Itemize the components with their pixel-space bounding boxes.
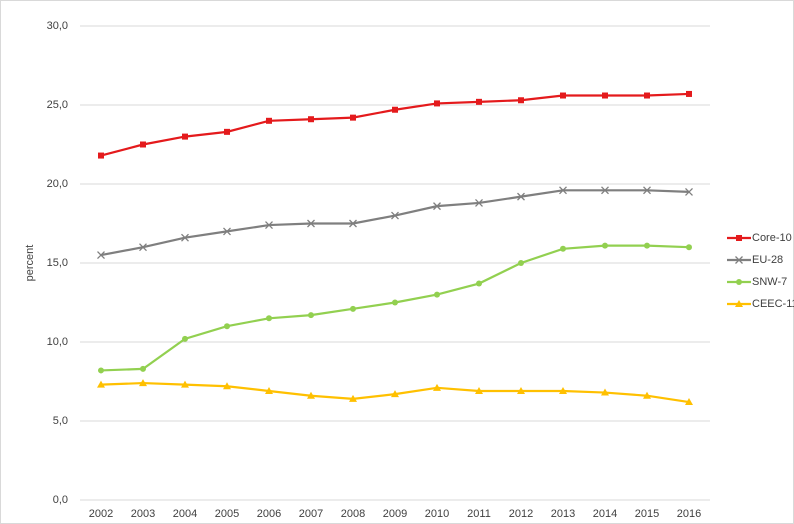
legend-marker <box>736 235 742 241</box>
x-tick-label: 2016 <box>677 508 701 520</box>
data-point <box>307 219 315 228</box>
data-point <box>644 92 650 99</box>
data-point <box>223 382 231 390</box>
x-tick-label: 2010 <box>425 508 449 520</box>
data-point <box>265 386 273 394</box>
data-point <box>391 211 399 220</box>
data-point <box>224 128 230 135</box>
data-point <box>97 380 105 388</box>
legend-label: EU-28 <box>752 254 783 266</box>
data-point <box>602 92 608 99</box>
data-point <box>182 133 188 140</box>
data-point <box>560 245 566 252</box>
data-point <box>307 391 315 399</box>
x-tick-label: 2014 <box>593 508 617 520</box>
legend-label: CEEC-11 <box>752 298 794 310</box>
data-point <box>308 116 314 123</box>
y-tick-label: 20,0 <box>47 178 68 190</box>
data-point <box>602 242 608 249</box>
data-point <box>350 305 356 312</box>
data-point <box>349 219 357 228</box>
data-point <box>223 227 231 236</box>
x-tick-label: 2011 <box>467 508 491 520</box>
data-point <box>518 97 524 104</box>
data-point <box>349 394 357 402</box>
data-point <box>392 299 398 306</box>
x-tick-label: 2008 <box>341 508 365 520</box>
data-point <box>433 383 441 391</box>
data-point <box>266 315 272 322</box>
data-point <box>476 280 482 287</box>
data-point <box>182 335 188 342</box>
y-axis-label: percent <box>24 245 36 282</box>
data-point <box>475 386 483 394</box>
data-point <box>517 386 525 394</box>
y-tick-label: 30,0 <box>47 20 68 32</box>
data-point <box>518 260 524 266</box>
x-tick-label: 2013 <box>551 508 575 520</box>
legend-marker <box>735 300 743 307</box>
data-point <box>686 90 692 97</box>
data-point <box>643 186 651 195</box>
data-point <box>139 243 147 252</box>
data-point <box>685 398 693 406</box>
legend-marker <box>735 256 743 264</box>
data-point <box>476 98 482 105</box>
data-point <box>140 141 146 148</box>
legend-marker <box>736 279 742 285</box>
y-tick-label: 10,0 <box>47 336 68 348</box>
y-tick-label: 25,0 <box>47 99 68 111</box>
data-point <box>643 391 651 399</box>
y-tick-label: 5,0 <box>53 415 68 427</box>
data-point <box>559 386 567 394</box>
data-point <box>475 199 483 207</box>
data-point <box>97 251 105 260</box>
data-point <box>559 186 567 195</box>
data-point <box>686 244 692 251</box>
data-point <box>181 233 189 242</box>
data-point <box>181 380 189 388</box>
y-tick-label: 15,0 <box>47 257 68 269</box>
x-tick-label: 2004 <box>173 508 197 520</box>
data-point <box>644 242 650 249</box>
x-tick-label: 2006 <box>257 508 281 520</box>
data-point <box>98 367 104 374</box>
data-point <box>685 187 693 196</box>
data-point <box>140 365 146 372</box>
data-point <box>350 114 356 121</box>
x-tick-label: 2005 <box>215 508 239 520</box>
data-point <box>601 186 609 195</box>
x-tick-label: 2015 <box>635 508 659 520</box>
legend-label: SNW-7 <box>752 276 787 288</box>
data-point <box>560 92 566 99</box>
data-point <box>224 323 230 330</box>
data-point <box>434 100 440 107</box>
y-tick-label: 0,0 <box>53 494 68 506</box>
data-point <box>265 221 273 230</box>
data-point <box>139 379 147 387</box>
data-point <box>601 388 609 396</box>
data-point <box>517 192 525 201</box>
data-point <box>434 291 440 298</box>
x-tick-label: 2007 <box>299 508 323 520</box>
x-tick-label: 2003 <box>131 508 155 520</box>
data-point <box>266 117 272 124</box>
x-tick-label: 2009 <box>383 508 407 520</box>
legend-label: Core-10 <box>752 232 792 244</box>
data-point <box>98 152 104 159</box>
x-tick-label: 2002 <box>89 508 113 520</box>
data-point <box>391 390 399 398</box>
data-point <box>392 106 398 113</box>
x-tick-label: 2012 <box>509 508 533 520</box>
data-point <box>433 202 441 211</box>
data-point <box>308 312 314 319</box>
